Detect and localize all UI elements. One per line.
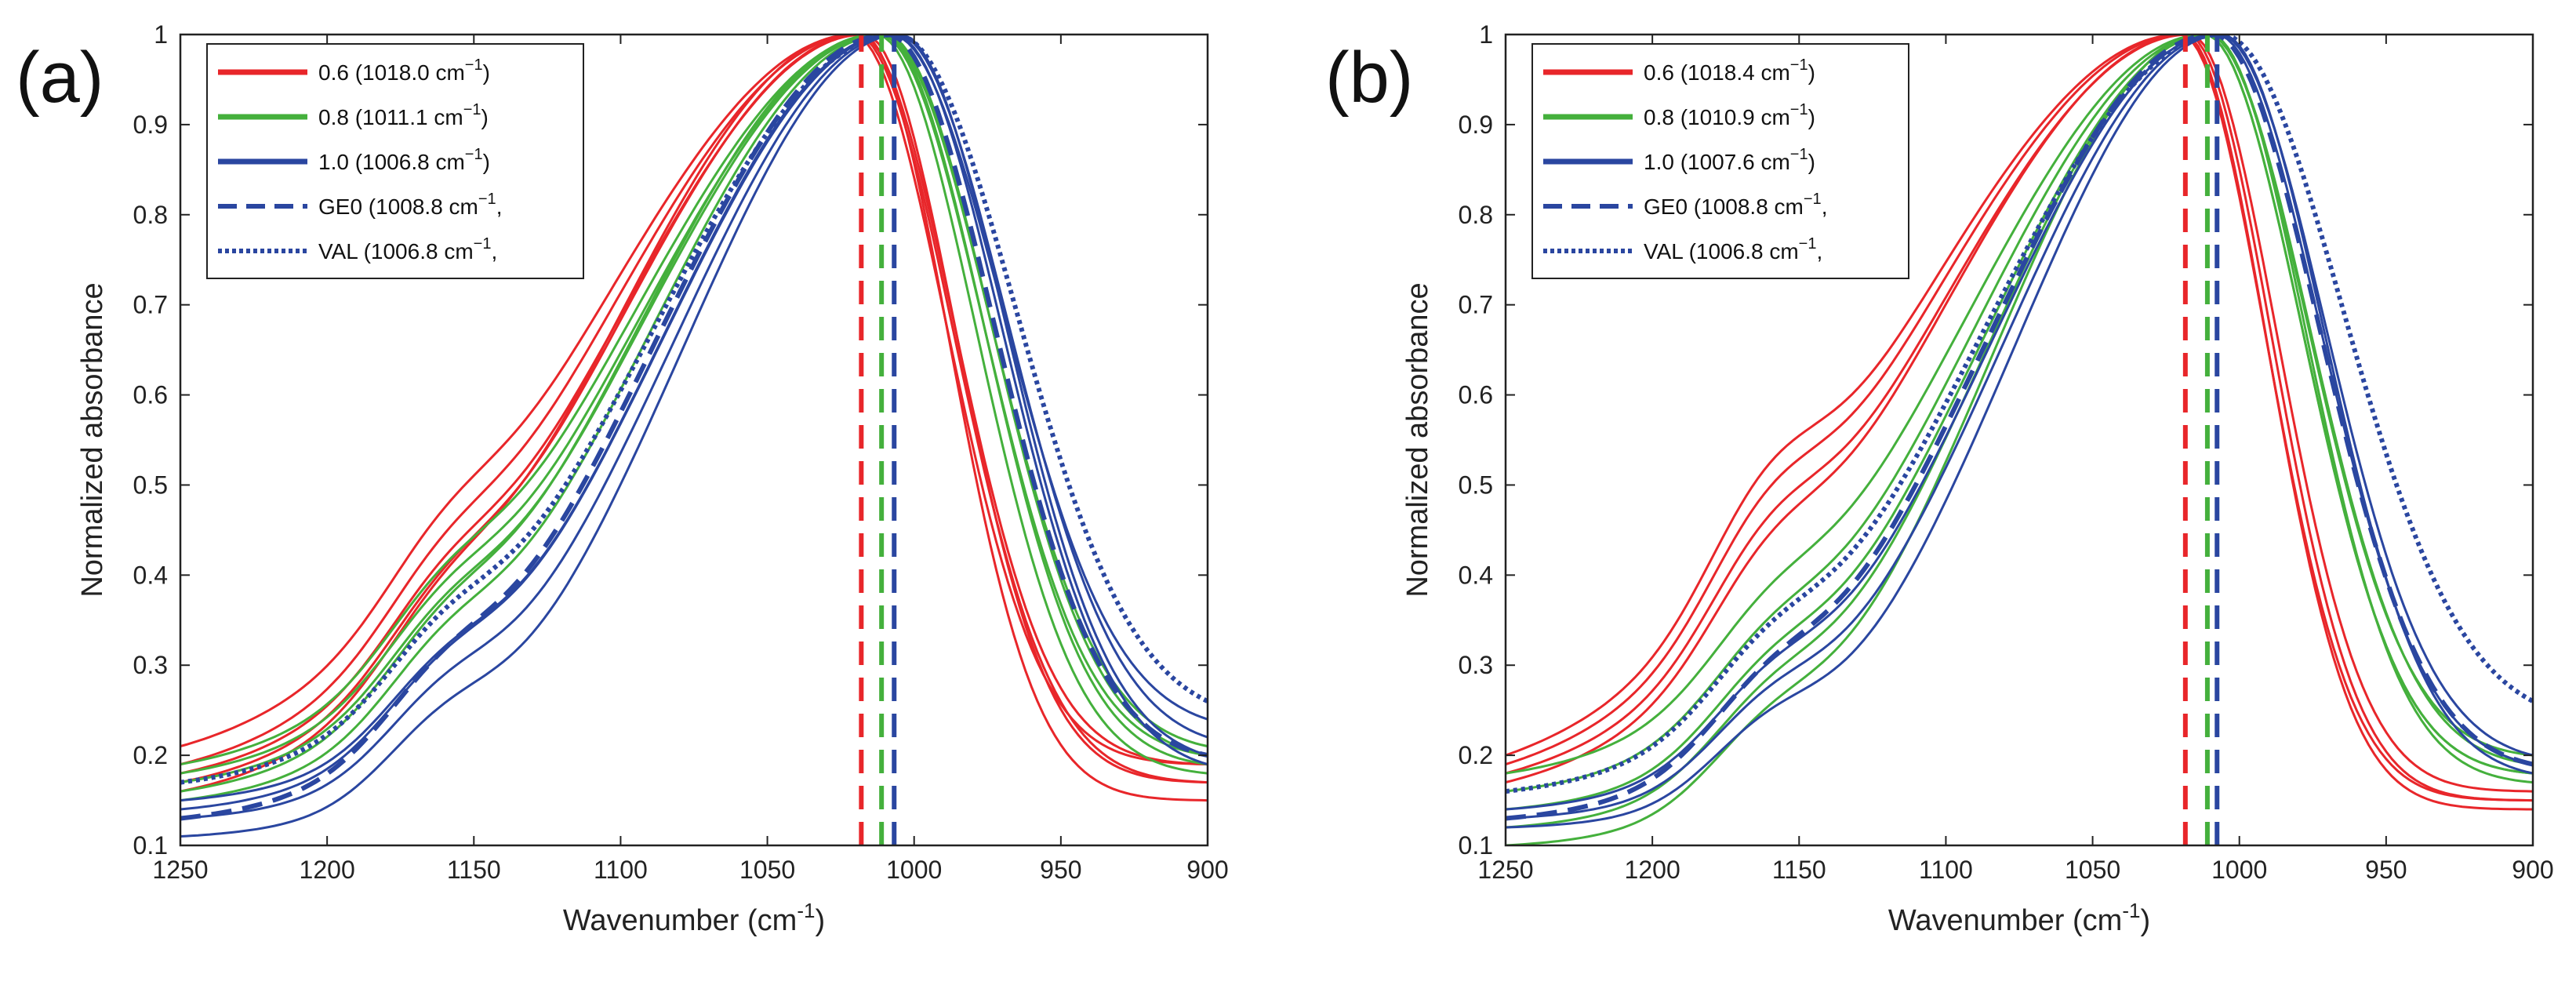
x-tick-label: 1050 (2065, 856, 2120, 884)
x-tick-label: 1000 (886, 856, 942, 884)
series-line-green-solid (1506, 35, 2533, 845)
series-line-red-solid (180, 35, 1208, 793)
series-line-blue-solid (180, 35, 1208, 802)
legend-entry-0.6: 0.6 (1018.0 cm−1) (318, 56, 490, 85)
y-tick-label: 0.6 (1459, 381, 1493, 409)
curve-group (180, 35, 1208, 838)
y-tick-label: 0.9 (133, 111, 168, 139)
panel-a: (a) 1250 1200 1150 1100 1050 1000 950 900 0.1 0.2 0… (16, 20, 1229, 937)
series-line-blue-solid (1506, 35, 2533, 829)
x-tick-label: 1150 (447, 856, 501, 884)
series-line-blue-dotted (1506, 35, 2533, 794)
x-axis-label: Wavenumber (cm-1) (1888, 899, 2150, 937)
x-tick-label: 1100 (594, 856, 648, 884)
y-tick-label: 0.5 (133, 471, 168, 499)
series-line-blue-solid (1506, 35, 2533, 811)
y-tick-label: 0.8 (133, 201, 168, 229)
x-tick-label: 1250 (152, 856, 208, 884)
curve-group (1506, 35, 2533, 845)
series-line-blue-solid (180, 35, 1208, 838)
x-tick-label: 950 (1040, 856, 1081, 884)
y-tick-label: 0.3 (1459, 651, 1493, 679)
series-line-blue-solid (1506, 35, 2533, 820)
x-tick-label: 1150 (1772, 856, 1826, 884)
legend: 0.6 (1018.4 cm−1) 0.8 (1010.9 cm−1) 1.0 (1… (1531, 43, 1909, 279)
series-line-blue-dashed (1506, 35, 2533, 821)
legend-entry-0.8: 0.8 (1011.1 cm−1) (318, 101, 489, 129)
series-line-red-solid (1506, 35, 2533, 793)
series-line-red-solid (180, 35, 1208, 766)
x-tick-label: 1000 (2211, 856, 2267, 884)
series-line-green-solid (180, 35, 1208, 766)
y-tick-label: 1 (154, 20, 168, 49)
x-tick-label: 1050 (739, 856, 795, 884)
legend-entry-GE0: GE0 (1008.8 cm−1, (1644, 191, 1827, 219)
x-axis-label: Wavenumber (cm-1) (563, 899, 825, 937)
y-tick-label: 0.7 (1459, 291, 1493, 319)
series-line-blue-dashed (180, 35, 1208, 821)
legend: 0.6 (1018.0 cm−1) 0.8 (1011.1 cm−1) 1.0 (1… (206, 43, 584, 279)
legend-entry-VAL: VAL (1006.8 cm−1, (318, 235, 497, 264)
series-line-red-solid (1506, 35, 2533, 811)
y-tick-label: 0.2 (133, 741, 168, 769)
axes-box (1504, 33, 2534, 847)
axes-box (179, 33, 1209, 847)
x-tick-label: 1250 (1477, 856, 1533, 884)
legend-entry-1.0: 1.0 (1007.6 cm−1) (1644, 146, 1815, 174)
series-line-red-solid (180, 35, 1208, 784)
y-tick-label: 0.8 (1459, 201, 1493, 229)
y-tick-label: 0.4 (133, 561, 168, 589)
series-line-green-solid (180, 35, 1208, 775)
series-line-red-solid (1506, 35, 2533, 802)
y-tick-label: 0.1 (1459, 831, 1493, 860)
y-axis-label: Normalized absorbance (1401, 282, 1434, 597)
series-line-red-solid (180, 35, 1208, 802)
y-tick-label: 0.1 (133, 831, 168, 860)
y-tick-label: 0.2 (1459, 741, 1493, 769)
y-tick-label: 0.5 (1459, 471, 1493, 499)
y-tick-label: 1 (1479, 20, 1493, 49)
x-tick-label: 1200 (300, 856, 355, 884)
legend-entry-0.8: 0.8 (1010.9 cm−1) (1644, 101, 1815, 129)
panel-b: (b) 1250 1200 1150 1100 1050 1000 950 900 0.1 0.2 0… (1325, 20, 2554, 937)
y-tick-label: 0.3 (133, 651, 168, 679)
series-line-red-solid (1506, 35, 2533, 802)
legend-entry-VAL: VAL (1006.8 cm−1, (1644, 235, 1822, 264)
legend-entry-GE0: GE0 (1008.8 cm−1, (318, 191, 502, 219)
y-axis-label: Normalized absorbance (76, 282, 109, 597)
y-tick-label: 0.6 (133, 381, 168, 409)
x-tick-label: 1200 (1625, 856, 1680, 884)
panel-label: (a) (16, 38, 104, 118)
x-tick-label: 900 (2512, 856, 2553, 884)
legend-entry-0.6: 0.6 (1018.4 cm−1) (1644, 56, 1815, 85)
panel-label: (b) (1325, 38, 1413, 118)
series-line-green-solid (180, 35, 1208, 784)
x-tick-label: 950 (2365, 856, 2407, 884)
y-tick-label: 0.9 (1459, 111, 1493, 139)
y-tick-label: 0.4 (1459, 561, 1493, 589)
x-tick-label: 900 (1186, 856, 1228, 884)
series-line-blue-dotted (180, 35, 1208, 785)
x-tick-label: 1100 (1919, 856, 1973, 884)
y-tick-label: 0.7 (133, 291, 168, 319)
series-line-green-solid (180, 35, 1208, 802)
legend-entry-1.0: 1.0 (1006.8 cm−1) (318, 146, 490, 174)
